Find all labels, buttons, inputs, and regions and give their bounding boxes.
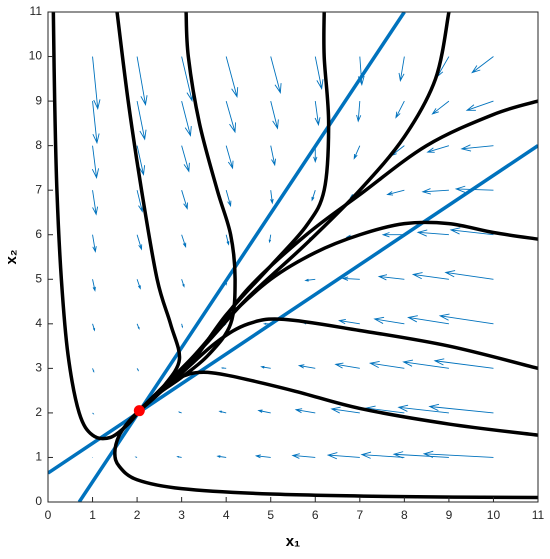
y-tick-label: 1 (35, 450, 42, 464)
y-tick-label: 4 (35, 316, 42, 330)
y-tick-label: 0 (35, 494, 42, 508)
y-tick-label: 7 (35, 182, 42, 196)
y-tick-label: 9 (35, 93, 42, 107)
y-axis-label: x₂ (3, 249, 20, 264)
y-tick-label: 8 (35, 138, 42, 152)
x-tick-label: 8 (401, 508, 408, 522)
x-axis-label: x₁ (286, 533, 301, 550)
y-tick-label: 11 (30, 4, 43, 18)
equilibrium-point (134, 405, 145, 416)
x-tick-label: 2 (134, 508, 141, 522)
y-tick-label: 5 (35, 271, 42, 285)
y-tick-label: 10 (29, 49, 43, 63)
x-tick-label: 7 (356, 508, 363, 522)
x-tick-label: 5 (267, 508, 274, 522)
x-tick-label: 4 (223, 508, 230, 522)
x-tick-label: 3 (178, 508, 185, 522)
x-tick-label: 0 (45, 508, 52, 522)
x-tick-label: 11 (532, 508, 545, 522)
x-tick-label: 1 (89, 508, 96, 522)
vector-arrow (93, 413, 94, 414)
y-tick-label: 2 (35, 405, 42, 419)
x-tick-label: 9 (446, 508, 453, 522)
x-tick-label: 6 (312, 508, 319, 522)
y-tick-label: 3 (35, 361, 42, 375)
x-tick-label: 10 (487, 508, 501, 522)
y-tick-label: 6 (35, 227, 42, 241)
